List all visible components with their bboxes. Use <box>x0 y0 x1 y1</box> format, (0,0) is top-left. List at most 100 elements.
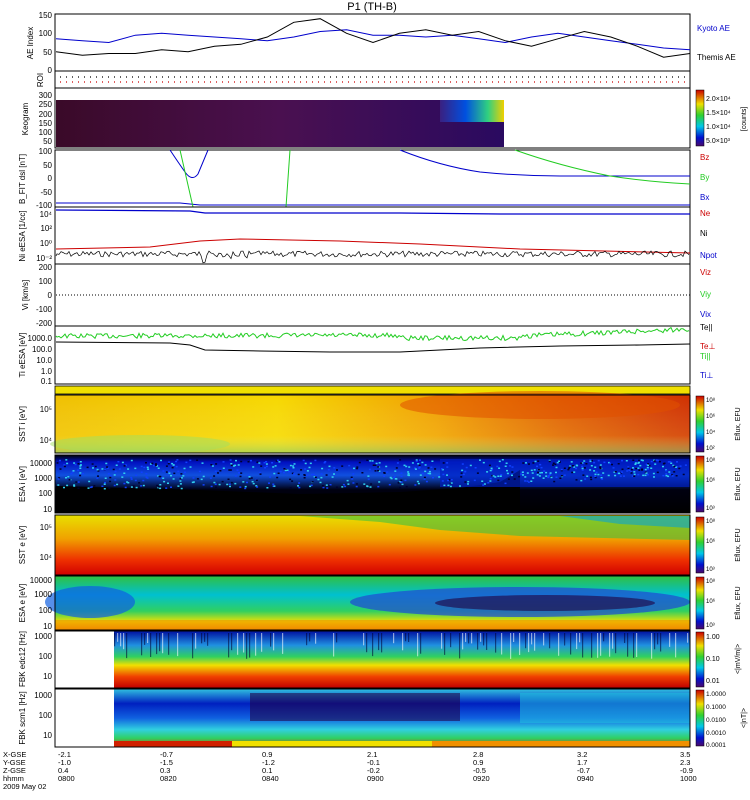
speckle-pixel <box>540 466 543 469</box>
speckle-pixel <box>629 471 632 473</box>
fbk-stripe <box>669 633 671 647</box>
speckle-pixel <box>73 484 76 486</box>
speckle-pixel <box>394 470 397 472</box>
speckle-pixel <box>277 472 280 474</box>
y-tick-label: 10 <box>43 672 52 681</box>
footer-time: 0840 <box>262 774 279 783</box>
speckle-pixel <box>595 471 598 474</box>
speckle-pixel <box>430 466 433 468</box>
speckle-pixel <box>304 462 307 465</box>
footer-z-gse: -0.7 <box>577 766 590 775</box>
speckle-pixel <box>575 467 578 470</box>
speckle-pixel <box>663 462 666 464</box>
speckle-pixel <box>483 483 486 485</box>
speckle-pixel <box>487 482 490 484</box>
speckle-pixel <box>198 470 201 473</box>
speckle-pixel <box>234 482 237 485</box>
speckle-pixel <box>192 477 195 479</box>
speckle-pixel <box>563 474 566 476</box>
fbk-stripe <box>636 633 638 657</box>
speckle-pixel <box>581 465 584 468</box>
panel-frame <box>54 688 691 748</box>
speckle-pixel <box>109 480 112 483</box>
speckle-pixel <box>448 478 451 481</box>
speckle-pixel <box>497 475 500 477</box>
speckle-pixel <box>599 467 602 470</box>
speckle-pixel <box>405 485 408 488</box>
speckle-pixel <box>313 476 316 478</box>
speckle-pixel <box>355 485 358 488</box>
fbk-stripe <box>657 633 659 645</box>
speckle-pixel <box>312 473 315 476</box>
speckle-pixel <box>644 468 647 471</box>
fbk-stripe <box>147 633 149 643</box>
speckle-pixel <box>498 460 501 463</box>
speckle-pixel <box>423 476 426 479</box>
speckle-pixel <box>77 469 80 471</box>
speckle-pixel <box>530 480 533 482</box>
fbk-stripe <box>336 633 338 643</box>
fbk-stripe <box>366 633 368 653</box>
y-tick-label: -200 <box>36 319 53 328</box>
speckle-pixel <box>658 460 661 463</box>
speckle-pixel <box>291 480 294 482</box>
speckle-pixel <box>590 465 593 467</box>
speckle-pixel <box>347 483 350 485</box>
speckle-pixel <box>171 466 174 469</box>
speckle-pixel <box>641 459 644 462</box>
speckle-pixel <box>158 475 161 478</box>
footer-x-gse: 3.2 <box>577 750 587 759</box>
spectrogram-feature <box>56 470 520 513</box>
speckle-pixel <box>568 466 571 469</box>
speckle-pixel <box>612 467 615 469</box>
speckle-pixel <box>63 465 66 468</box>
speckle-pixel <box>215 463 218 465</box>
speckle-pixel <box>599 464 602 466</box>
speckle-pixel <box>425 480 428 483</box>
colorbar-tick: 10³ <box>706 567 715 573</box>
speckle-pixel <box>442 462 445 464</box>
speckle-pixel <box>369 486 372 488</box>
y-tick-label: -50 <box>40 188 52 197</box>
legend-npot: Npot <box>700 251 718 260</box>
speckle-pixel <box>443 484 446 487</box>
panel-keogram: Keogram 300 250 200 150 100 50 2.0×10⁴ 1… <box>21 87 748 149</box>
y-tick-label: 10⁰ <box>40 239 52 248</box>
speckle-pixel <box>489 480 492 482</box>
speckle-pixel <box>386 471 389 473</box>
y-tick-label: 10⁴ <box>40 553 53 562</box>
speckle-pixel <box>213 481 216 484</box>
speckle-pixel <box>113 474 116 476</box>
speckle-pixel <box>259 473 262 475</box>
colorbar-tick: 10⁶ <box>706 538 716 545</box>
speckle-pixel <box>667 461 670 463</box>
y-axis-label: FBK edc12 [Hz] <box>18 631 27 687</box>
footer-row-label: hhmm <box>3 774 24 783</box>
speckle-pixel <box>462 473 465 476</box>
spectrogram-feature <box>432 741 690 747</box>
footer-y-gse: -1.2 <box>262 758 275 767</box>
speckle-pixel <box>441 468 444 471</box>
speckle-pixel <box>58 477 61 479</box>
speckle-pixel <box>644 474 647 477</box>
fbk-stripe <box>306 633 308 646</box>
speckle-pixel <box>77 487 80 489</box>
speckle-pixel <box>446 462 449 464</box>
speckle-pixel <box>268 482 270 484</box>
fbk-stripe <box>510 633 512 659</box>
series-line-bx-recovery <box>399 149 690 177</box>
fbk-stripe <box>126 633 128 659</box>
speckle-pixel <box>182 475 185 477</box>
speckle-pixel <box>536 474 539 476</box>
y-tick-label: 50 <box>43 161 52 170</box>
speckle-pixel <box>73 462 76 464</box>
y-tick-label: 1000 <box>34 474 52 483</box>
footer-z-gse: 0.4 <box>58 766 68 775</box>
y-tick-label: 1.0 <box>41 367 53 376</box>
speckle-pixel <box>614 471 617 473</box>
speckle-pixel <box>511 474 513 477</box>
fbk-stripe <box>117 633 119 642</box>
speckle-pixel <box>647 468 649 470</box>
speckle-pixel <box>352 473 355 475</box>
panel-density: Ni eESA [1/cc] 10⁴ 10² 10⁰ 10⁻² Ne Ni Np… <box>18 206 718 265</box>
